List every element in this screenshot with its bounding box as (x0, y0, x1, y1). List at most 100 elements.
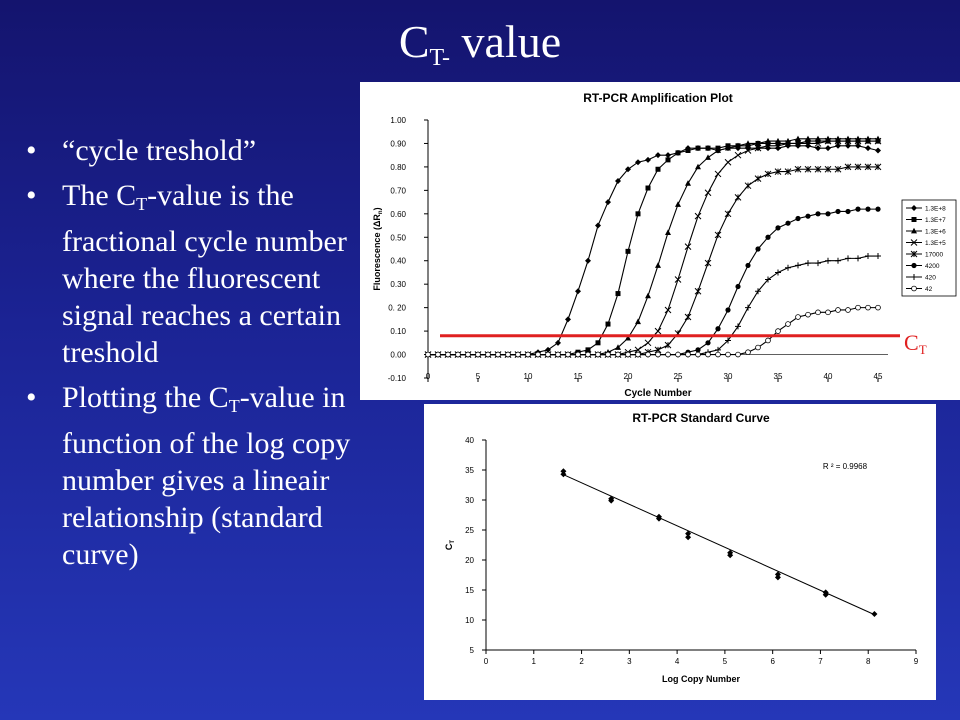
data-point (525, 351, 531, 358)
data-point (805, 311, 811, 318)
data-point (665, 152, 671, 159)
bullet-list: “cycle treshold” The CT-value is the fra… (26, 132, 382, 581)
data-point (705, 145, 711, 151)
data-point (785, 220, 791, 226)
data-point (764, 170, 772, 178)
y-tick-label: 0.10 (390, 327, 406, 336)
data-point (844, 163, 852, 171)
data-point (865, 145, 871, 152)
data-point (845, 208, 851, 215)
y-tick-label: 35 (465, 466, 474, 475)
data-point (775, 328, 781, 334)
data-point (875, 304, 881, 311)
data-point (814, 165, 822, 173)
data-point (765, 234, 771, 240)
x-tick-label: 1 (532, 657, 537, 666)
legend-entry: 4200 (925, 263, 940, 270)
data-point (855, 255, 861, 262)
legend-entry: 17000 (925, 252, 943, 259)
data-point (705, 154, 711, 160)
data-point (575, 288, 581, 295)
data-point (565, 351, 571, 358)
y-tick-label: 0.00 (390, 351, 406, 360)
data-point (854, 163, 862, 171)
data-point (655, 515, 662, 522)
x-tick-label: 20 (624, 372, 633, 381)
x-tick-label: 40 (824, 372, 833, 381)
x-axis-label: Cycle Number (624, 388, 691, 399)
series-42 (425, 304, 881, 358)
chart-title: RT-PCR Amplification Plot (583, 91, 733, 105)
data-point (555, 339, 561, 346)
data-point (864, 137, 872, 145)
data-point (822, 591, 829, 598)
data-point (495, 351, 501, 358)
series-line (428, 255, 878, 356)
data-point (565, 316, 571, 323)
data-point (465, 351, 471, 358)
data-point (865, 206, 871, 212)
data-point (535, 351, 541, 358)
data-point (835, 208, 841, 215)
data-point (644, 339, 652, 347)
legend-marker (911, 205, 917, 211)
data-point (774, 142, 782, 150)
x-tick-label: 8 (866, 657, 871, 666)
series-1.3E+5 (424, 137, 882, 358)
data-point (555, 351, 561, 358)
data-point (815, 260, 821, 267)
data-point (854, 137, 862, 145)
data-point (845, 142, 851, 149)
series-17000 (424, 163, 882, 358)
data-point (755, 288, 761, 295)
x-tick-label: 0 (484, 657, 489, 666)
title-subscript: T- (429, 45, 450, 71)
data-point (665, 157, 671, 163)
data-point (825, 257, 831, 264)
data-point (715, 326, 721, 332)
title-main: C (398, 16, 430, 67)
series-line (428, 140, 878, 356)
x-tick-label: 7 (818, 657, 823, 666)
data-point (675, 150, 681, 156)
data-point (635, 211, 641, 217)
data-point (804, 165, 812, 173)
legend-entry: 1.3E+7 (925, 217, 946, 224)
data-point (784, 168, 792, 175)
data-point (724, 210, 732, 218)
data-point (785, 321, 791, 327)
data-point (871, 611, 878, 617)
bullet-text: The C (62, 179, 137, 212)
data-point (714, 170, 722, 178)
data-point (814, 140, 822, 147)
data-point (735, 323, 741, 330)
legend-entry: 42 (925, 286, 933, 293)
data-point (675, 351, 681, 358)
data-point (735, 283, 741, 290)
data-point (695, 163, 701, 170)
data-point (774, 574, 781, 581)
data-point (654, 327, 662, 335)
data-point (685, 180, 691, 186)
y-tick-label: 0.80 (390, 163, 406, 172)
x-tick-label: 30 (724, 372, 733, 381)
series-1.3E+8 (425, 142, 881, 358)
data-point (835, 307, 841, 313)
y-tick-label: 0.70 (390, 186, 406, 195)
x-tick-label: 15 (574, 372, 583, 381)
data-point (515, 351, 521, 358)
ct-label-main: C (904, 330, 919, 355)
data-point (705, 340, 711, 346)
data-point (684, 313, 692, 321)
legend-marker (910, 239, 918, 246)
legend-marker (911, 227, 917, 234)
bullet-text: -value is the fractional cycle number wh… (62, 179, 347, 369)
data-point (625, 248, 631, 254)
legend-entry: 1.3E+8 (925, 206, 946, 213)
data-point (615, 177, 621, 184)
y-tick-label: 25 (465, 526, 474, 535)
r-squared-annotation: R ² = 0.9968 (823, 462, 868, 471)
y-tick-label: 1.00 (390, 116, 406, 125)
y-tick-label: -0.10 (388, 374, 407, 383)
data-point (825, 211, 831, 217)
